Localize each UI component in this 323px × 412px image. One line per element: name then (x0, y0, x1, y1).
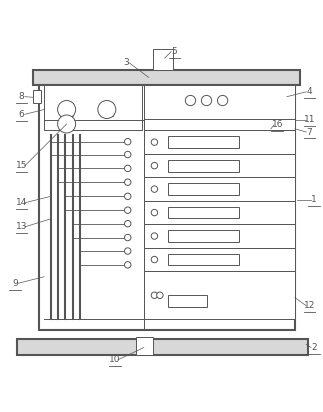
Circle shape (151, 139, 158, 145)
Circle shape (151, 256, 158, 263)
Bar (33, 90, 41, 103)
Circle shape (124, 179, 131, 185)
Bar (168, 230, 239, 242)
Text: 5: 5 (172, 47, 177, 56)
Text: 14: 14 (16, 198, 27, 207)
Text: 11: 11 (304, 115, 315, 124)
Bar (168, 207, 239, 218)
Bar (100, 103, 113, 116)
Bar (168, 295, 207, 307)
Circle shape (98, 101, 116, 119)
Text: 10: 10 (109, 355, 120, 364)
Bar (144, 224, 295, 248)
Bar (144, 178, 295, 201)
Circle shape (57, 115, 76, 133)
Bar (144, 271, 295, 319)
Bar (44, 85, 142, 131)
Circle shape (185, 95, 196, 105)
Text: 2: 2 (311, 343, 317, 352)
Bar (168, 254, 239, 265)
Text: 4: 4 (307, 87, 312, 96)
Text: 1: 1 (311, 195, 317, 204)
Bar (60, 118, 73, 130)
Text: 15: 15 (16, 162, 27, 170)
Bar (168, 160, 239, 171)
Text: 12: 12 (304, 301, 315, 310)
Text: 13: 13 (16, 222, 27, 232)
Bar (168, 183, 239, 195)
Circle shape (124, 262, 131, 268)
Circle shape (151, 162, 158, 169)
Bar (144, 248, 295, 271)
Circle shape (151, 209, 158, 216)
Circle shape (124, 165, 131, 171)
Circle shape (124, 138, 131, 145)
Text: 9: 9 (12, 279, 18, 288)
Circle shape (151, 233, 158, 239)
Bar (144, 201, 295, 224)
Bar (60, 103, 73, 116)
Bar (39, 85, 295, 330)
Bar (144, 131, 295, 154)
Text: 6: 6 (19, 110, 25, 119)
Text: 16: 16 (272, 120, 283, 129)
Circle shape (201, 95, 212, 105)
Circle shape (151, 292, 158, 298)
Circle shape (217, 95, 228, 105)
Circle shape (57, 101, 76, 119)
Circle shape (151, 186, 158, 192)
Text: 8: 8 (19, 92, 25, 101)
Circle shape (124, 151, 131, 158)
Bar (17, 339, 308, 355)
Circle shape (124, 248, 131, 254)
Bar (173, 89, 285, 113)
Text: 3: 3 (123, 59, 129, 68)
Circle shape (157, 292, 163, 298)
Circle shape (124, 193, 131, 199)
Bar (144, 85, 295, 131)
Bar (144, 154, 295, 178)
Bar (33, 70, 300, 85)
Circle shape (124, 234, 131, 241)
Text: 7: 7 (307, 128, 312, 136)
Bar (136, 337, 153, 355)
Circle shape (124, 207, 131, 213)
Circle shape (124, 220, 131, 227)
Bar (153, 49, 173, 70)
Bar (168, 136, 239, 148)
